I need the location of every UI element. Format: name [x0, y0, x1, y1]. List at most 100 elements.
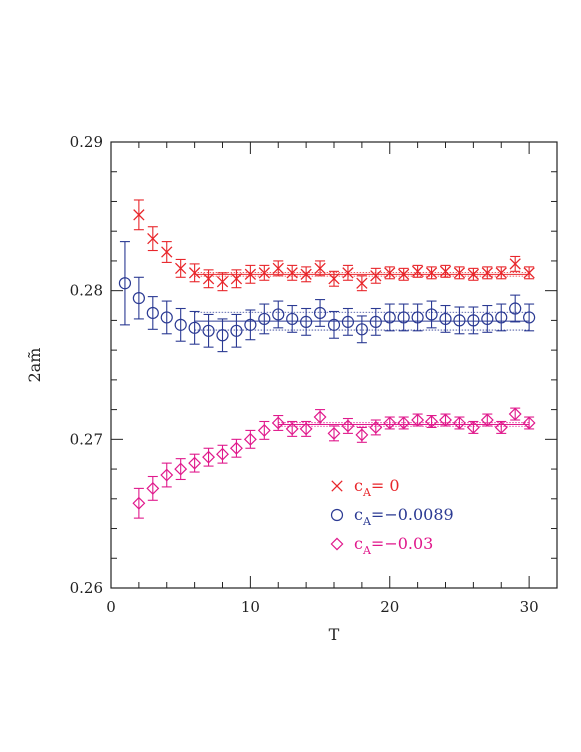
data-point — [495, 311, 508, 324]
error-bar — [301, 307, 312, 336]
error-bar — [412, 303, 423, 332]
error-bar — [273, 300, 284, 329]
plot-border — [110, 141, 558, 589]
data-point — [328, 273, 340, 285]
error-bar — [147, 296, 158, 330]
data-point — [383, 311, 396, 324]
x-axis-ticks — [110, 142, 558, 588]
error-bar — [496, 420, 507, 434]
data-point — [397, 311, 410, 324]
error-bar — [259, 303, 270, 335]
cross-stroke — [384, 267, 396, 279]
data-point — [188, 267, 201, 279]
error-bar — [426, 414, 437, 428]
y-axis-tick-labels: 0.26 0.27 0.28 0.29 — [70, 133, 103, 597]
data-point — [452, 416, 466, 430]
error-bar — [496, 303, 507, 332]
y-tick-label: 0.29 — [70, 133, 103, 151]
data-point — [481, 312, 494, 326]
x-tick-label: 20 — [380, 598, 399, 616]
cross-stroke — [425, 267, 438, 279]
data-point — [313, 410, 327, 424]
error-bar — [356, 315, 367, 344]
data-point — [341, 315, 355, 328]
error-bar — [384, 303, 395, 332]
data-point — [369, 315, 382, 328]
data-point — [160, 311, 173, 324]
data-point — [355, 428, 369, 442]
cross-stroke — [147, 232, 159, 245]
data-point — [216, 276, 229, 288]
data-point — [327, 426, 341, 440]
cross-stroke — [328, 273, 340, 285]
data-point — [229, 441, 243, 455]
data-point — [300, 268, 312, 280]
legend-label: cA=−0.0089 — [354, 505, 454, 528]
series-1 — [133, 199, 535, 292]
data-point — [411, 413, 425, 427]
data-point — [272, 308, 285, 321]
data-point — [495, 267, 507, 279]
cross-stroke — [411, 265, 424, 277]
data-point — [188, 456, 202, 470]
legend-marker — [330, 537, 344, 551]
data-point — [202, 450, 216, 464]
error-bar — [468, 306, 479, 335]
legend-item: cA=−0.0089 — [330, 505, 454, 528]
data-point — [133, 209, 145, 221]
cross-stroke — [314, 262, 326, 275]
error-bar — [468, 420, 479, 434]
legend-label: cA= 0 — [354, 476, 400, 499]
y-tick-label: 0.28 — [70, 282, 103, 300]
data-point — [370, 270, 382, 282]
cross-stroke — [286, 267, 298, 279]
data-point — [481, 267, 493, 279]
data-point — [508, 407, 522, 421]
data-point — [147, 232, 159, 245]
cross-stroke — [481, 267, 493, 279]
data-point — [467, 268, 480, 280]
data-point — [411, 265, 424, 277]
error-bar — [245, 309, 256, 341]
plot-frame — [110, 141, 558, 589]
data-point — [494, 420, 508, 434]
data-point — [174, 462, 188, 476]
cross-stroke — [370, 270, 382, 282]
legend-item: cA= 0 — [331, 476, 400, 499]
series-3 — [132, 407, 536, 519]
error-bar — [161, 300, 172, 335]
data-point — [341, 419, 355, 433]
error-bar — [482, 304, 493, 333]
data-point — [300, 315, 313, 328]
error-bar — [147, 475, 158, 501]
data-point — [467, 314, 480, 327]
data-point — [175, 262, 187, 275]
cross-stroke — [161, 246, 173, 258]
cross-stroke — [202, 273, 215, 285]
error-bar — [133, 487, 144, 519]
data-point — [146, 306, 159, 320]
legend-marker — [331, 480, 343, 492]
data-point — [453, 314, 466, 327]
error-bar — [426, 300, 437, 329]
data-point — [202, 273, 215, 285]
data-point — [160, 468, 174, 482]
error-bar — [133, 276, 144, 320]
data-point — [244, 268, 257, 280]
error-bar — [287, 304, 298, 333]
cross-stroke — [523, 267, 535, 279]
data-point — [523, 267, 535, 279]
cross-stroke — [495, 267, 507, 279]
cross-stroke — [398, 268, 410, 280]
error-bar — [315, 299, 326, 327]
data-point — [313, 306, 327, 320]
data-point — [216, 447, 229, 461]
data-point — [258, 312, 271, 326]
cross-stroke — [467, 268, 480, 280]
series-2 — [118, 241, 536, 353]
data-point — [327, 318, 341, 331]
data-point — [243, 432, 257, 446]
data-point — [439, 413, 452, 427]
data-point — [356, 277, 368, 289]
